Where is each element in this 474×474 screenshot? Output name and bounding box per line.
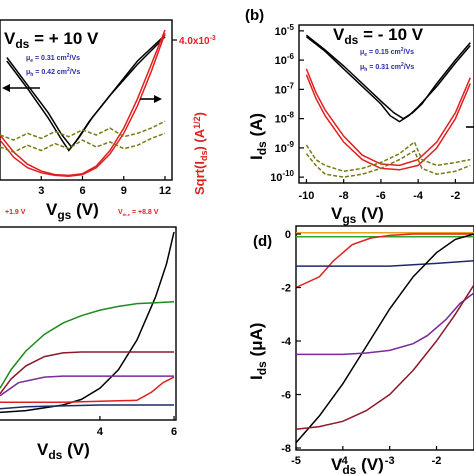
panel-c-series-c-green — [0, 301, 175, 389]
panel-d-frame — [295, 225, 474, 451]
panel-b-series-red-2 — [305, 68, 471, 167]
panel-d-series-d-black — [295, 233, 474, 444]
panel-b-x-tick-label: -2 — [450, 190, 460, 202]
panel-a-right-y-label: Sqrt(Ids) (A1/2) — [192, 112, 209, 195]
panel-a-series-sqrt-1 — [0, 33, 166, 178]
panel-b-y-ticks: 10-5 10-6 10-7 10-8 10-9 10-10 — [270, 23, 304, 184]
panel-b-plot — [305, 34, 471, 178]
panel-c-frame — [0, 226, 177, 421]
panel-d-plot — [295, 231, 474, 444]
panel-d-y-ticks: 0 -2 -4 -6 -8 — [281, 229, 301, 455]
panel-b-y-label: Ids (A) — [247, 113, 269, 160]
panel-a-x-tick-label: 9 — [121, 185, 127, 197]
panel-d-x-tick-label: -2 — [432, 455, 442, 467]
panel-d-x-tick-label: -5 — [291, 455, 301, 467]
panel-a-frame — [0, 19, 173, 181]
panel-d-y-tick-label: 0 — [285, 229, 291, 241]
panel-d-x-tick-label: -3 — [385, 455, 395, 467]
panel-a-x-label: Vgs (V) — [46, 200, 99, 222]
panel-a: Vds = + 10 V μe = 0.31 cm2/Vs μh = 0.42 … — [0, 19, 216, 222]
panel-b-x-tick-label: -6 — [376, 190, 386, 202]
panel-b-x-tick-label: -8 — [339, 190, 349, 202]
panel-a-series-ids-rev — [6, 34, 166, 149]
panel-b-series-gate-2 — [305, 149, 471, 178]
panel-d-x-label: Vds (V) — [331, 455, 384, 474]
panel-b-series-red-1 — [305, 74, 471, 171]
panel-c-series-c-red — [0, 376, 175, 403]
panel-b-frame — [298, 24, 474, 184]
panel-c-series-c-black — [0, 231, 175, 414]
panel-c-series-c-navy — [0, 404, 174, 410]
panel-d-y-tick-label: -6 — [281, 390, 291, 402]
panel-a-vth-e-label: Vth-e = +8.8 V — [118, 209, 159, 217]
panel-a-mobility-e: μe = 0.31 cm2/Vs — [26, 53, 80, 64]
panel-a-right-tick-label: 4.0x10-3 — [179, 35, 216, 47]
panel-a-series-sqrt-2 — [0, 29, 166, 177]
panel-a-header: Vds = + 10 V — [4, 29, 99, 51]
panel-c-plot — [0, 231, 175, 414]
panel-d-series-d-red — [295, 233, 474, 289]
panel-b: (b) Vds = - 10 V μe = 0.15 cm2/Vs μh = 0… — [245, 7, 474, 226]
panel-b-mobility-h: μh = 0.31 cm2/Vs — [360, 62, 414, 73]
panel-a-x-ticks: 3 6 9 12 — [38, 176, 171, 197]
panel-a-mobility-h: μh = 0.42 cm2/Vs — [26, 67, 80, 78]
panel-b-y-tick-label: 10-6 — [275, 52, 295, 67]
panel-a-right-arrowhead — [154, 95, 162, 103]
panel-c-series-c-purple — [0, 375, 174, 397]
panel-d: (d) -5 -4 -3 -2 0 -2 -4 -6 -8 Vds (V) Ids (μA) — [247, 225, 474, 474]
panel-a-series-ids-fwd — [6, 36, 166, 152]
panel-d-y-label: Ids (μA) — [247, 323, 269, 380]
panel-a-left-arrowhead — [2, 84, 10, 92]
panel-b-series-ids-rev — [305, 34, 471, 120]
panel-c-x-tick-label: 4 — [97, 426, 104, 438]
panel-b-letter: (b) — [245, 7, 264, 24]
panel-b-x-ticks: -10 -8 -6 -4 -2 — [298, 179, 460, 202]
panel-b-x-tick-label: -4 — [413, 190, 424, 202]
panel-b-y-tick-label: 10-7 — [275, 81, 295, 96]
panel-b-mobility-e: μe = 0.15 cm2/Vs — [360, 47, 414, 58]
panel-d-series-d-navy — [296, 260, 474, 267]
panel-a-x-tick-label: 6 — [79, 185, 85, 197]
panel-b-series-ids-fwd — [305, 36, 471, 123]
panel-b-x-tick-label: -10 — [298, 190, 314, 202]
panel-b-y-tick-label: 10-8 — [275, 111, 295, 126]
panel-c-x-label: Vds (V) — [37, 440, 90, 462]
panel-d-series-d-maroon — [295, 284, 474, 431]
panel-c-series-c-maroon — [0, 351, 174, 395]
panel-d-x-tick-label: -4 — [338, 455, 349, 467]
panel-a-plot — [0, 29, 166, 178]
panel-d-series-d-purple — [296, 292, 474, 356]
panel-c-x-tick-label: 6 — [171, 426, 177, 438]
panel-b-y-tick-label: 10-9 — [275, 140, 295, 155]
panel-b-series-gate-1 — [305, 140, 471, 173]
panel-a-series-gate-2 — [0, 132, 166, 154]
panel-b-header: Vds = - 10 V — [333, 25, 424, 47]
panel-a-x-tick-label: 3 — [38, 185, 44, 197]
panel-d-y-tick-label: -4 — [281, 336, 292, 348]
panel-a-x-tick-label: 12 — [159, 185, 171, 197]
panel-b-y-tick-label: 10-5 — [275, 23, 295, 38]
panel-b-y-tick-label: 10-10 — [270, 169, 294, 184]
panel-d-y-tick-label: -2 — [281, 283, 291, 295]
panel-a-series-gate-1 — [0, 120, 166, 141]
panel-b-x-label: Vgs (V) — [331, 204, 384, 226]
panel-d-letter: (d) — [253, 233, 272, 250]
panel-a-vth-h-label: +1.9 V — [5, 209, 26, 216]
panel-d-y-tick-label: -8 — [281, 443, 291, 455]
